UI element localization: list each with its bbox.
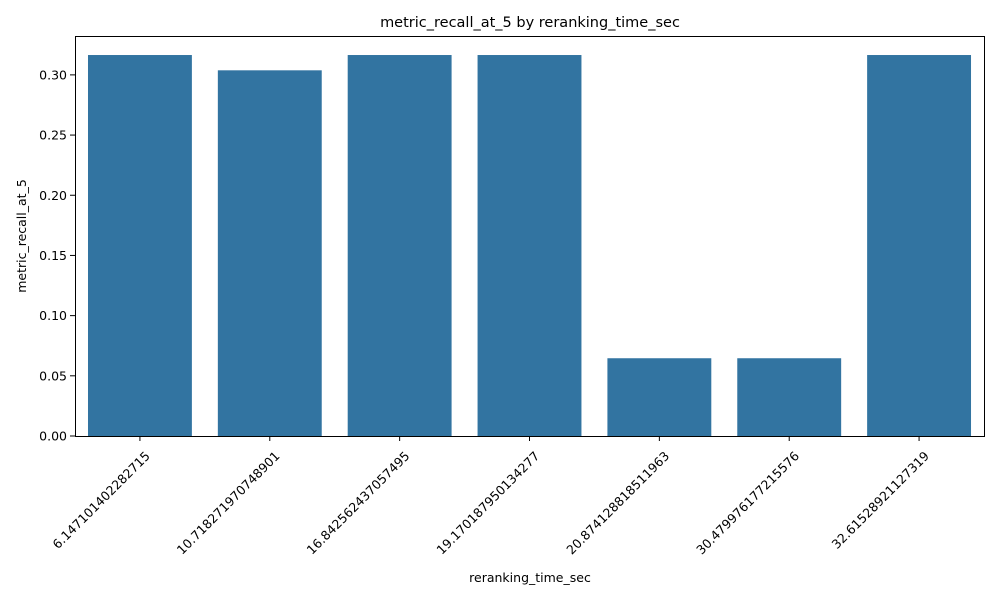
y-axis-label: metric_recall_at_5 xyxy=(14,179,29,293)
bars-group xyxy=(87,55,972,437)
x-tick-label: 30.479976177215576 xyxy=(693,448,802,557)
plot-frame xyxy=(75,36,985,437)
y-axis-ticks: 0.00 0.05 0.10 0.15 0.20 0.25 0.30 xyxy=(39,67,75,444)
bar-3 xyxy=(477,55,582,437)
x-tick-label: 32.61528921127319 xyxy=(829,448,932,551)
x-axis-ticks: 6.147101402282715 10.718271970748901 16.84… xyxy=(49,436,932,557)
x-tick-label: 16.842562437057495 xyxy=(304,448,413,557)
chart-title: metric_recall_at_5 by reranking_time_sec xyxy=(380,15,680,31)
y-tick-label: 0.30 xyxy=(39,67,67,82)
x-tick-label: 6.147101402282715 xyxy=(49,448,152,551)
bar-0 xyxy=(87,55,192,437)
x-tick-label: 10.718271970748901 xyxy=(174,448,283,557)
x-tick-label: 20.874128818511963 xyxy=(563,448,672,557)
x-axis-label: reranking_time_sec xyxy=(469,570,591,585)
y-tick-label: 0.10 xyxy=(39,308,67,323)
bar-5 xyxy=(737,358,842,436)
x-tick-label: 19.170187950134277 xyxy=(433,448,542,557)
y-tick-label: 0.00 xyxy=(39,429,67,444)
y-tick-label: 0.20 xyxy=(39,188,67,203)
bar-2 xyxy=(347,55,452,437)
y-tick-label: 0.25 xyxy=(39,128,67,143)
y-tick-label: 0.05 xyxy=(39,368,67,383)
bar-6 xyxy=(867,55,972,437)
bar-4 xyxy=(607,358,712,436)
bar-1 xyxy=(217,70,322,436)
y-tick-label: 0.15 xyxy=(39,248,67,263)
